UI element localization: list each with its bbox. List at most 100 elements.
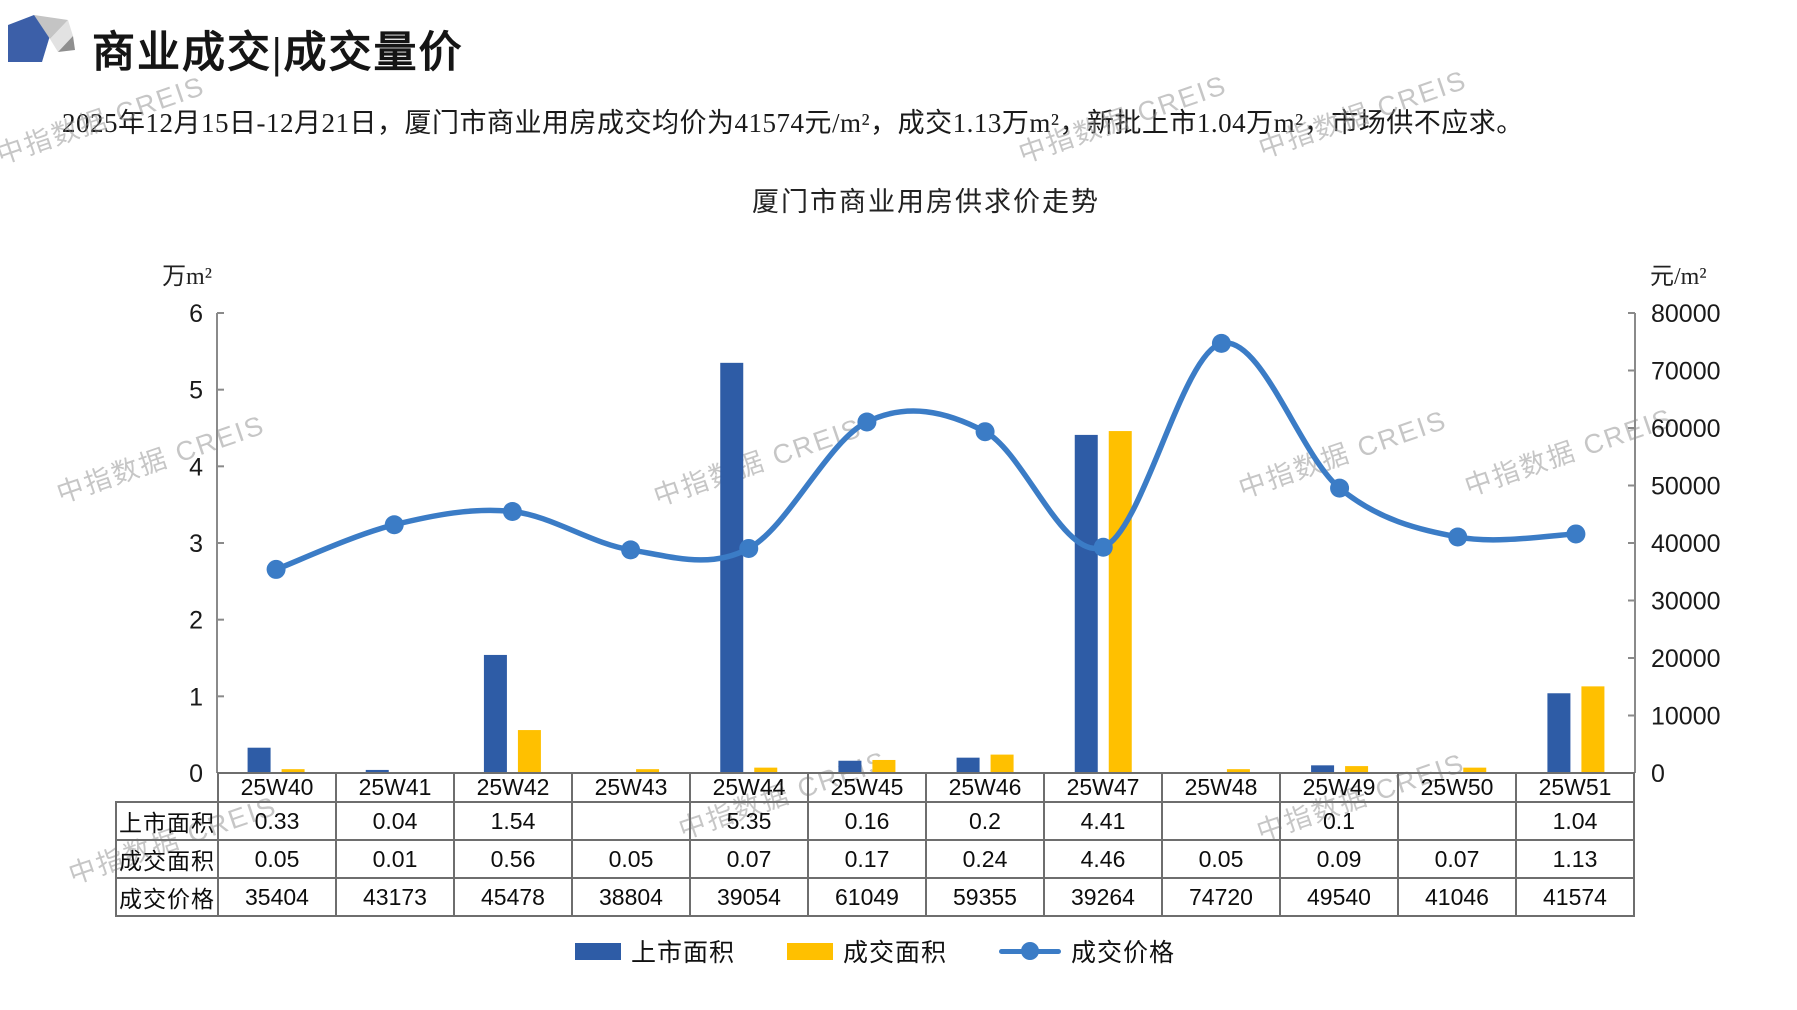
- legend-item: 上市面积: [574, 933, 735, 969]
- chart-title: 厦门市商业用房供求价走势: [752, 187, 1100, 217]
- table-cell: 41046: [1397, 877, 1517, 917]
- legend-label: 成交面积: [842, 940, 947, 967]
- right-axis-tick-label: 30000: [1651, 588, 1721, 616]
- table-cell: 1.13: [1515, 839, 1635, 879]
- table-cell: 0.01: [335, 839, 455, 879]
- table-cell: 4.41: [1043, 801, 1163, 841]
- right-axis-tick-label: 80000: [1651, 300, 1721, 328]
- table-cell: 39264: [1043, 877, 1163, 917]
- table-cell: 0.16: [807, 801, 927, 841]
- row-label-cell: 成交价格: [115, 877, 219, 917]
- price-line-marker: [1093, 537, 1113, 557]
- table-cell: [571, 801, 691, 841]
- sold-area-bar: [990, 754, 1014, 773]
- row-label-cell: 上市面积: [115, 801, 219, 841]
- right-axis-tick-label: 70000: [1651, 358, 1721, 386]
- left-axis-tick-label: 4: [189, 453, 203, 481]
- table-cell: 49540: [1279, 877, 1399, 917]
- price-line-marker: [384, 515, 404, 535]
- price-line-marker: [502, 502, 522, 522]
- creis-logo-icon: [8, 15, 75, 62]
- week-header-cell: 25W46: [925, 772, 1045, 803]
- price-line-marker: [739, 538, 759, 558]
- price-line: [273, 340, 1579, 573]
- table-cell: 61049: [807, 877, 927, 917]
- sold-area-bar: [636, 769, 660, 773]
- listed-area-bar: [1547, 693, 1571, 773]
- table-row: 成交面积 0.05 0.01 0.56 0.05 0.07 0.17 0.24 4.46 0.05…: [115, 839, 1635, 879]
- week-header-cell: 25W47: [1043, 772, 1163, 803]
- legend-line-dot: [1021, 942, 1039, 960]
- listed-area-bar: [483, 654, 507, 773]
- sold-area-bar: [281, 769, 305, 773]
- sold-area-bar: [1581, 686, 1605, 773]
- right-axis-tick-label: 40000: [1651, 530, 1721, 558]
- week-header-cell: 25W41: [335, 772, 455, 803]
- table-cell: 5.35: [689, 801, 809, 841]
- table-cell: 41574: [1515, 877, 1635, 917]
- chart-legend: 上市面积 成交面积 成交价格: [115, 933, 1635, 969]
- sold-area-bar: [517, 730, 541, 773]
- right-axis-tick-label: 50000: [1651, 473, 1721, 501]
- price-line-marker: [1211, 333, 1231, 353]
- listed-area-bar: [1074, 434, 1098, 773]
- table-row: 成交价格 35404 43173 45478 38804 39054 61049 59355 3…: [115, 877, 1635, 917]
- right-axis-tick-label: 20000: [1651, 645, 1721, 673]
- right-axis-tick-label: 0: [1651, 760, 1665, 788]
- left-axis-tick-label: 1: [189, 683, 203, 711]
- sold-area-bar: [1226, 769, 1250, 773]
- table-cell: 4.46: [1043, 839, 1163, 879]
- legend-item: 成交面积: [786, 933, 947, 969]
- table-cell: 0.56: [453, 839, 573, 879]
- price-line-marker: [266, 559, 286, 579]
- left-axis-tick-label: 0: [189, 760, 203, 788]
- right-axis-tick-label: 10000: [1651, 703, 1721, 731]
- listed-area-bar: [720, 362, 744, 773]
- price-line-marker: [621, 540, 641, 560]
- table-cell: 1.04: [1515, 801, 1635, 841]
- table-cell: [1397, 801, 1517, 841]
- legend-label: 成交价格: [1071, 940, 1176, 967]
- table-cell: 0.24: [925, 839, 1045, 879]
- table-cell: 35404: [217, 877, 337, 917]
- left-axis-tick-label: 2: [189, 607, 203, 635]
- legend-item: 成交价格: [999, 933, 1175, 969]
- week-header-cell: 25W49: [1279, 772, 1399, 803]
- data-table: 25W40 25W41 25W42 25W43 25W44 25W45 25W46 25W47…: [115, 772, 1635, 917]
- right-axis-unit: 元/m²: [1650, 264, 1707, 290]
- sold-area-bar: [1345, 766, 1369, 773]
- price-line-marker: [1330, 478, 1350, 498]
- table-cell: 0.2: [925, 801, 1045, 841]
- week-header-cell: 25W45: [807, 772, 927, 803]
- listed-area-bar: [838, 760, 862, 773]
- table-cell: 38804: [571, 877, 691, 917]
- price-line-marker: [857, 412, 877, 432]
- price-line-marker: [1448, 527, 1468, 547]
- table-cell: 0.09: [1279, 839, 1399, 879]
- listed-area-bar: [247, 747, 271, 773]
- week-header-cell: 25W51: [1515, 772, 1635, 803]
- week-header-cell: 25W44: [689, 772, 809, 803]
- table-cell: 1.54: [453, 801, 573, 841]
- left-axis-unit: 万m²: [162, 264, 212, 290]
- sold-area-bar: [1463, 767, 1487, 773]
- page-title: 商业成交|成交量价: [92, 30, 464, 77]
- week-header-cell: 25W48: [1161, 772, 1281, 803]
- table-cell: 0.17: [807, 839, 927, 879]
- price-line-marker: [975, 422, 995, 442]
- table-cell: 0.1: [1279, 801, 1399, 841]
- table-row: 上市面积 0.33 0.04 1.54 5.35 0.16 0.2 4.41 0.1 1.04: [115, 801, 1635, 841]
- table-cell: 0.05: [217, 839, 337, 879]
- left-axis-tick-label: 3: [189, 530, 203, 558]
- table-cell: 0.07: [1397, 839, 1517, 879]
- table-cell: 74720: [1161, 877, 1281, 917]
- table-cell: 39054: [689, 877, 809, 917]
- legend-label: 上市面积: [630, 940, 735, 967]
- week-header-cell: 25W42: [453, 772, 573, 803]
- week-header-cell: 25W40: [217, 772, 337, 803]
- summary-text: 2025年12月15日-12月21日，厦门市商业用房成交均价为41574元/m²…: [62, 108, 1524, 138]
- legend-bar-swatch-icon: [574, 942, 621, 960]
- table-corner-spacer: [116, 773, 218, 802]
- table-cell: 59355: [925, 877, 1045, 917]
